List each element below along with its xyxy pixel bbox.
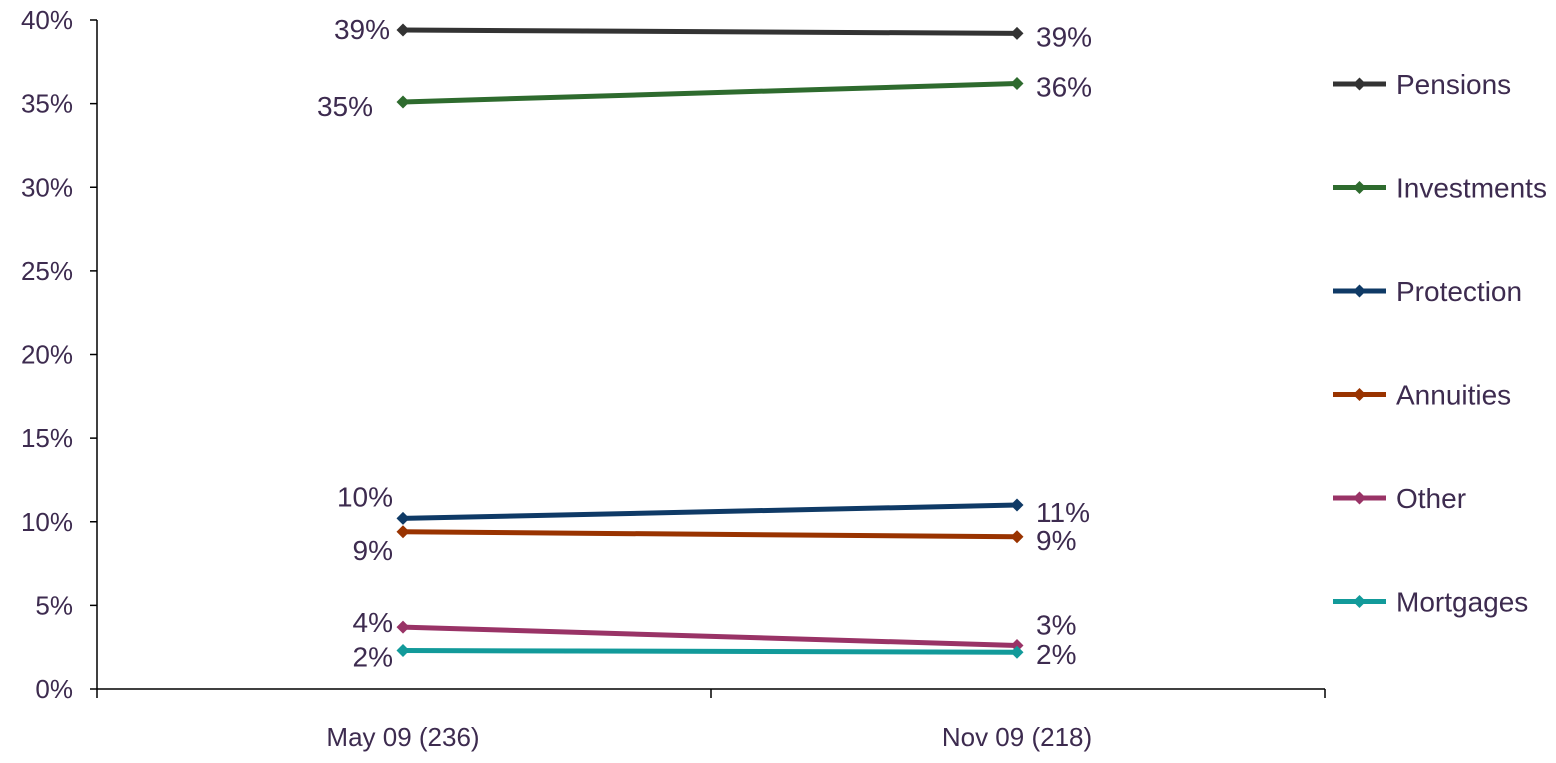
data-point-marker: [396, 525, 410, 539]
series-line: [402, 27, 1018, 36]
data-point-marker: [396, 95, 410, 109]
x-tick-label: May 09 (236): [326, 722, 479, 752]
data-label: 39%: [1036, 21, 1092, 52]
legend-item-investments: Investments: [1333, 173, 1547, 204]
series-pensions: [396, 23, 1024, 40]
data-label: 36%: [1036, 72, 1092, 103]
series-mortgages: [396, 644, 1024, 659]
data-point-marker: [1353, 77, 1366, 91]
data-point-marker: [396, 511, 410, 525]
legend-item-annuities: Annuities: [1333, 380, 1511, 411]
data-point-marker: [1353, 491, 1366, 505]
series-annuities: [396, 525, 1024, 544]
data-label: 11%: [1036, 497, 1090, 528]
legend-label: Other: [1396, 483, 1466, 514]
data-labels: 39% 39%35%36%10%11%9% 9%4% 3%2% 2%: [317, 14, 1092, 672]
legend-label: Investments: [1396, 173, 1547, 204]
y-tick-label: 30%: [21, 172, 73, 202]
series-line: [402, 81, 1018, 105]
data-label: 9%: [1036, 525, 1076, 556]
y-tick-label: 5%: [35, 590, 73, 620]
series-line: [402, 624, 1018, 649]
data-point-marker: [1010, 530, 1024, 544]
legend-item-protection: Protection: [1333, 276, 1522, 307]
y-ticks: 0% 5% 10% 15% 20% 25% 30% 35% 40%: [21, 5, 97, 704]
data-label: 39%: [334, 14, 390, 45]
x-ticks: May 09 (236) Nov 09 (218): [96, 689, 1326, 752]
data-point-marker: [396, 644, 410, 658]
data-label: 2%: [1036, 639, 1076, 670]
data-point-marker: [396, 23, 410, 37]
series-line: [402, 529, 1018, 540]
x-tick-label: Nov 09 (218): [942, 722, 1092, 752]
series-other: [396, 620, 1024, 653]
data-label: 35%: [317, 91, 373, 122]
data-point-marker: [1353, 181, 1366, 194]
y-tick-label: 40%: [21, 5, 73, 35]
data-label: 2%: [353, 642, 393, 673]
data-point-marker: [1353, 284, 1366, 298]
data-point-marker: [1353, 595, 1366, 608]
data-point-marker: [1010, 639, 1024, 653]
data-label: 3%: [1036, 610, 1076, 641]
data-point-marker: [1010, 645, 1024, 659]
legend-item-mortgages: Mortgages: [1333, 587, 1528, 618]
data-label: 9%: [353, 535, 393, 566]
legend-item-other: Other: [1333, 483, 1466, 514]
series-line: [402, 648, 1018, 655]
data-point-marker: [1010, 26, 1024, 40]
y-tick-label: 15%: [21, 423, 73, 453]
series-investments: [396, 77, 1024, 109]
data-point-marker: [396, 620, 410, 634]
axes: [96, 20, 1325, 690]
data-label: 10%: [337, 481, 393, 512]
data-point-marker: [1353, 388, 1366, 401]
legend-item-pensions: Pensions: [1333, 69, 1511, 100]
y-tick-label: 20%: [21, 340, 73, 370]
y-tick-label: 10%: [21, 507, 73, 537]
y-tick-label: 35%: [21, 89, 73, 119]
series-layer: [396, 23, 1024, 659]
legend-label: Protection: [1396, 276, 1522, 307]
series-protection: [396, 498, 1024, 525]
legend: Pensions Investments Protection Annuities Ot…: [1333, 69, 1547, 618]
y-tick-label: 0%: [35, 674, 73, 704]
y-tick-label: 25%: [21, 256, 73, 286]
data-point-marker: [1010, 77, 1024, 91]
data-label: 4%: [353, 607, 393, 638]
legend-label: Mortgages: [1396, 587, 1528, 618]
legend-label: Annuities: [1396, 380, 1511, 411]
series-line: [402, 502, 1018, 521]
legend-label: Pensions: [1396, 69, 1511, 100]
data-point-marker: [1010, 498, 1024, 512]
